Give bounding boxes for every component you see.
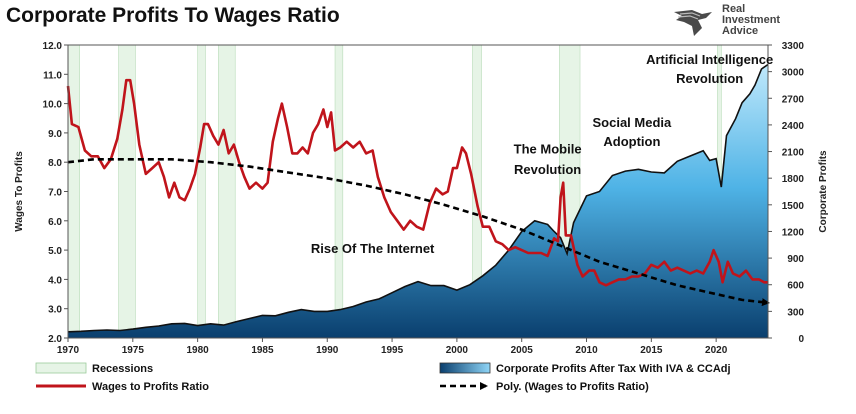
eagle-logo-icon [674,10,712,36]
y-left-tick-label: 11.0 [43,70,62,81]
chart-annotation: Artificial Intelligence [646,52,773,67]
legend-label: Corporate Profits After Tax With IVA & C… [496,363,731,375]
y-left-tick-label: 9.0 [48,129,62,140]
chart-axes: 1970 1975 1980 1985 1990 1995 2000 2005 2010 2015… [14,41,829,356]
y-right-tick-label: 2700 [782,94,805,105]
y-right-tick-label: 2100 [782,148,805,159]
y-left-tick-label: 3.0 [48,305,62,316]
legend-swatch-recessions [35,362,87,374]
y-left-tick-label: 8.0 [48,158,62,169]
chart-legend: Recessions Corporate Profits After Tax Wi… [35,362,731,393]
profits-area-outline [67,63,769,333]
poly-trend-line [67,158,770,307]
brand-logo: Real Investment Advice [672,4,792,40]
x-tick-label: 2005 [511,345,534,356]
x-tick-label: 1980 [187,345,210,356]
y-left-tick-label: 5.0 [48,246,62,257]
chart-annotation: Revolution [676,71,743,86]
y-right-tick-label: 900 [787,254,804,265]
y-left-tick-label: 12.0 [43,41,63,52]
y-right-tick-label: 3000 [782,68,805,79]
x-tick-label: 1975 [122,345,145,356]
y-right-tick-label: 3300 [782,41,805,52]
logo-line-1: Real [722,3,746,15]
recession-band [334,44,344,339]
y-right-tick-label: 1200 [782,227,805,238]
chart-annotation: Revolution [514,162,581,177]
legend-label: Recessions [92,363,153,375]
y-left-axis-label: Wages To Profits [14,151,25,232]
x-tick-label: 1990 [316,345,339,356]
chart-annotation: The Mobile [514,141,582,156]
x-tick-label: 1995 [381,345,404,356]
y-left-tick-label: 4.0 [48,275,62,286]
logo-line-3: Advice [722,25,759,37]
recession-band [218,44,236,339]
recession-band [197,44,206,339]
y-right-tick-label: 0 [798,334,804,345]
y-right-tick-label: 300 [787,307,804,318]
y-left-tick-label: 7.0 [48,188,62,199]
y-right-axis-label: Corporate Profits [818,150,829,233]
logo-text: Real Investment Advice [722,4,780,37]
chart-annotation: Adoption [603,134,660,149]
y-left-tick-label: 6.0 [48,217,62,228]
legend-label: Wages to Profits Ratio [92,381,209,393]
chart-annotation: Rise Of The Internet [311,241,435,256]
recession-band [67,44,80,339]
y-right-tick-label: 1800 [782,174,805,185]
y-left-tick-label: 10.0 [43,100,63,111]
y-left-tick-label: 2.0 [48,334,62,345]
wages-to-profits-line [66,78,768,287]
x-tick-label: 2010 [575,345,598,356]
y-right-tick-label: 600 [787,281,804,292]
x-tick-label: 2020 [705,345,728,356]
chart-annotations: Rise Of The Internet The Mobile Revolution… [311,52,773,256]
logo-line-2: Investment [722,14,781,26]
chart-annotation: Social Media [593,115,673,130]
x-tick-label: 2000 [446,345,469,356]
x-tick-label: 1970 [57,345,80,356]
y-right-tick-label: 2400 [782,121,805,132]
y-right-tick-label: 1500 [782,201,805,212]
chart-title: Corporate Profits To Wages Ratio [6,4,340,27]
x-tick-label: 2015 [640,345,663,356]
ratio-lines [66,78,770,307]
legend-swatch-profits [439,362,491,374]
legend-label: Poly. (Wages to Profits Ratio) [496,381,649,393]
x-tick-label: 1985 [251,345,274,356]
